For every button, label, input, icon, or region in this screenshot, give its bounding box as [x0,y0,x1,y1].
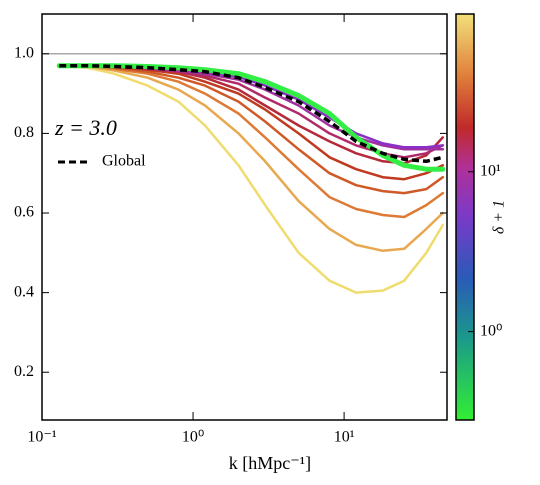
series-line [57,64,445,294]
colorbar [455,13,475,421]
y-tick-label: 0.4 [14,283,34,300]
colorbar-tick-label: 10¹ [480,162,501,179]
legend-label: Global [102,153,146,170]
y-tick-label: 0.2 [14,363,34,380]
colorbar-label: δ + 1 [491,200,508,234]
series-line [57,64,445,219]
x-tick-label: 10¹ [334,429,355,446]
plot-frame [41,13,448,421]
series-line [57,64,445,253]
y-tick-label: 0.6 [14,204,34,221]
x-tick-label: 10⁰ [182,429,204,446]
y-tick-label: 0.8 [14,124,34,141]
colorbar-tick-label: 10⁰ [480,322,502,339]
annotation: z = 3.0 [54,115,117,140]
x-axis-label: k [hMpc⁻¹] [229,453,311,473]
global-line [59,63,444,164]
x-tick-label: 10⁻¹ [27,429,56,446]
y-tick-label: 1.0 [14,44,34,61]
